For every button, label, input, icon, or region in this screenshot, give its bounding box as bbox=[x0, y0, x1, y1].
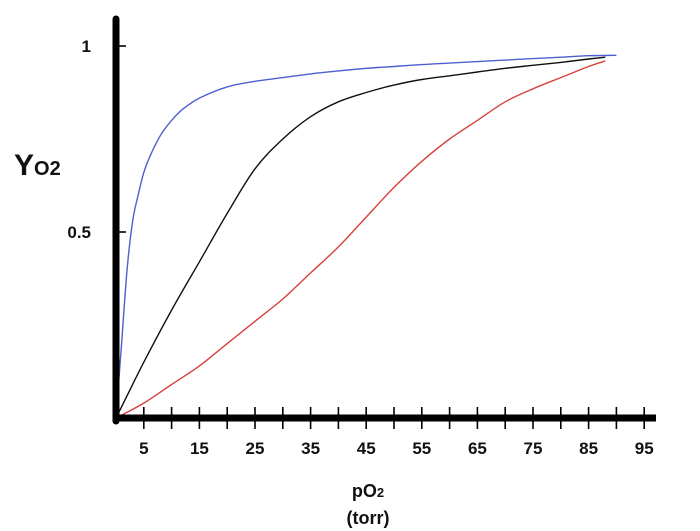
x-tick-label: 45 bbox=[357, 439, 376, 458]
y-tick-label: 0.5 bbox=[67, 223, 91, 242]
x-tick-label: 35 bbox=[301, 439, 320, 458]
y-axis-label: YO2 bbox=[14, 149, 61, 182]
x-tick-label: 25 bbox=[246, 439, 265, 458]
x-tick-label: 65 bbox=[468, 439, 487, 458]
black-curve-line bbox=[115, 56, 606, 419]
x-tick-label: 75 bbox=[524, 439, 543, 458]
x-axis-unit: (torr) bbox=[347, 508, 390, 528]
axes-layer bbox=[112, 15, 656, 425]
x-axis-label: pO2 bbox=[352, 481, 384, 501]
labels-layer: YO2 pO2 (torr) bbox=[14, 149, 390, 528]
blue-curve-line bbox=[115, 54, 617, 419]
x-tick-label: 55 bbox=[412, 439, 431, 458]
y-tick-label: 1 bbox=[82, 37, 91, 56]
x-tick-label: 5 bbox=[139, 439, 148, 458]
red-curve-line bbox=[115, 60, 606, 419]
x-tick-label: 95 bbox=[635, 439, 654, 458]
curves-layer bbox=[115, 54, 617, 419]
x-tick-label: 15 bbox=[190, 439, 209, 458]
ticks-layer: 5 15 25 35 45 55 65 75 85 95 0.5 1 bbox=[67, 37, 653, 458]
x-tick-label: 85 bbox=[579, 439, 598, 458]
